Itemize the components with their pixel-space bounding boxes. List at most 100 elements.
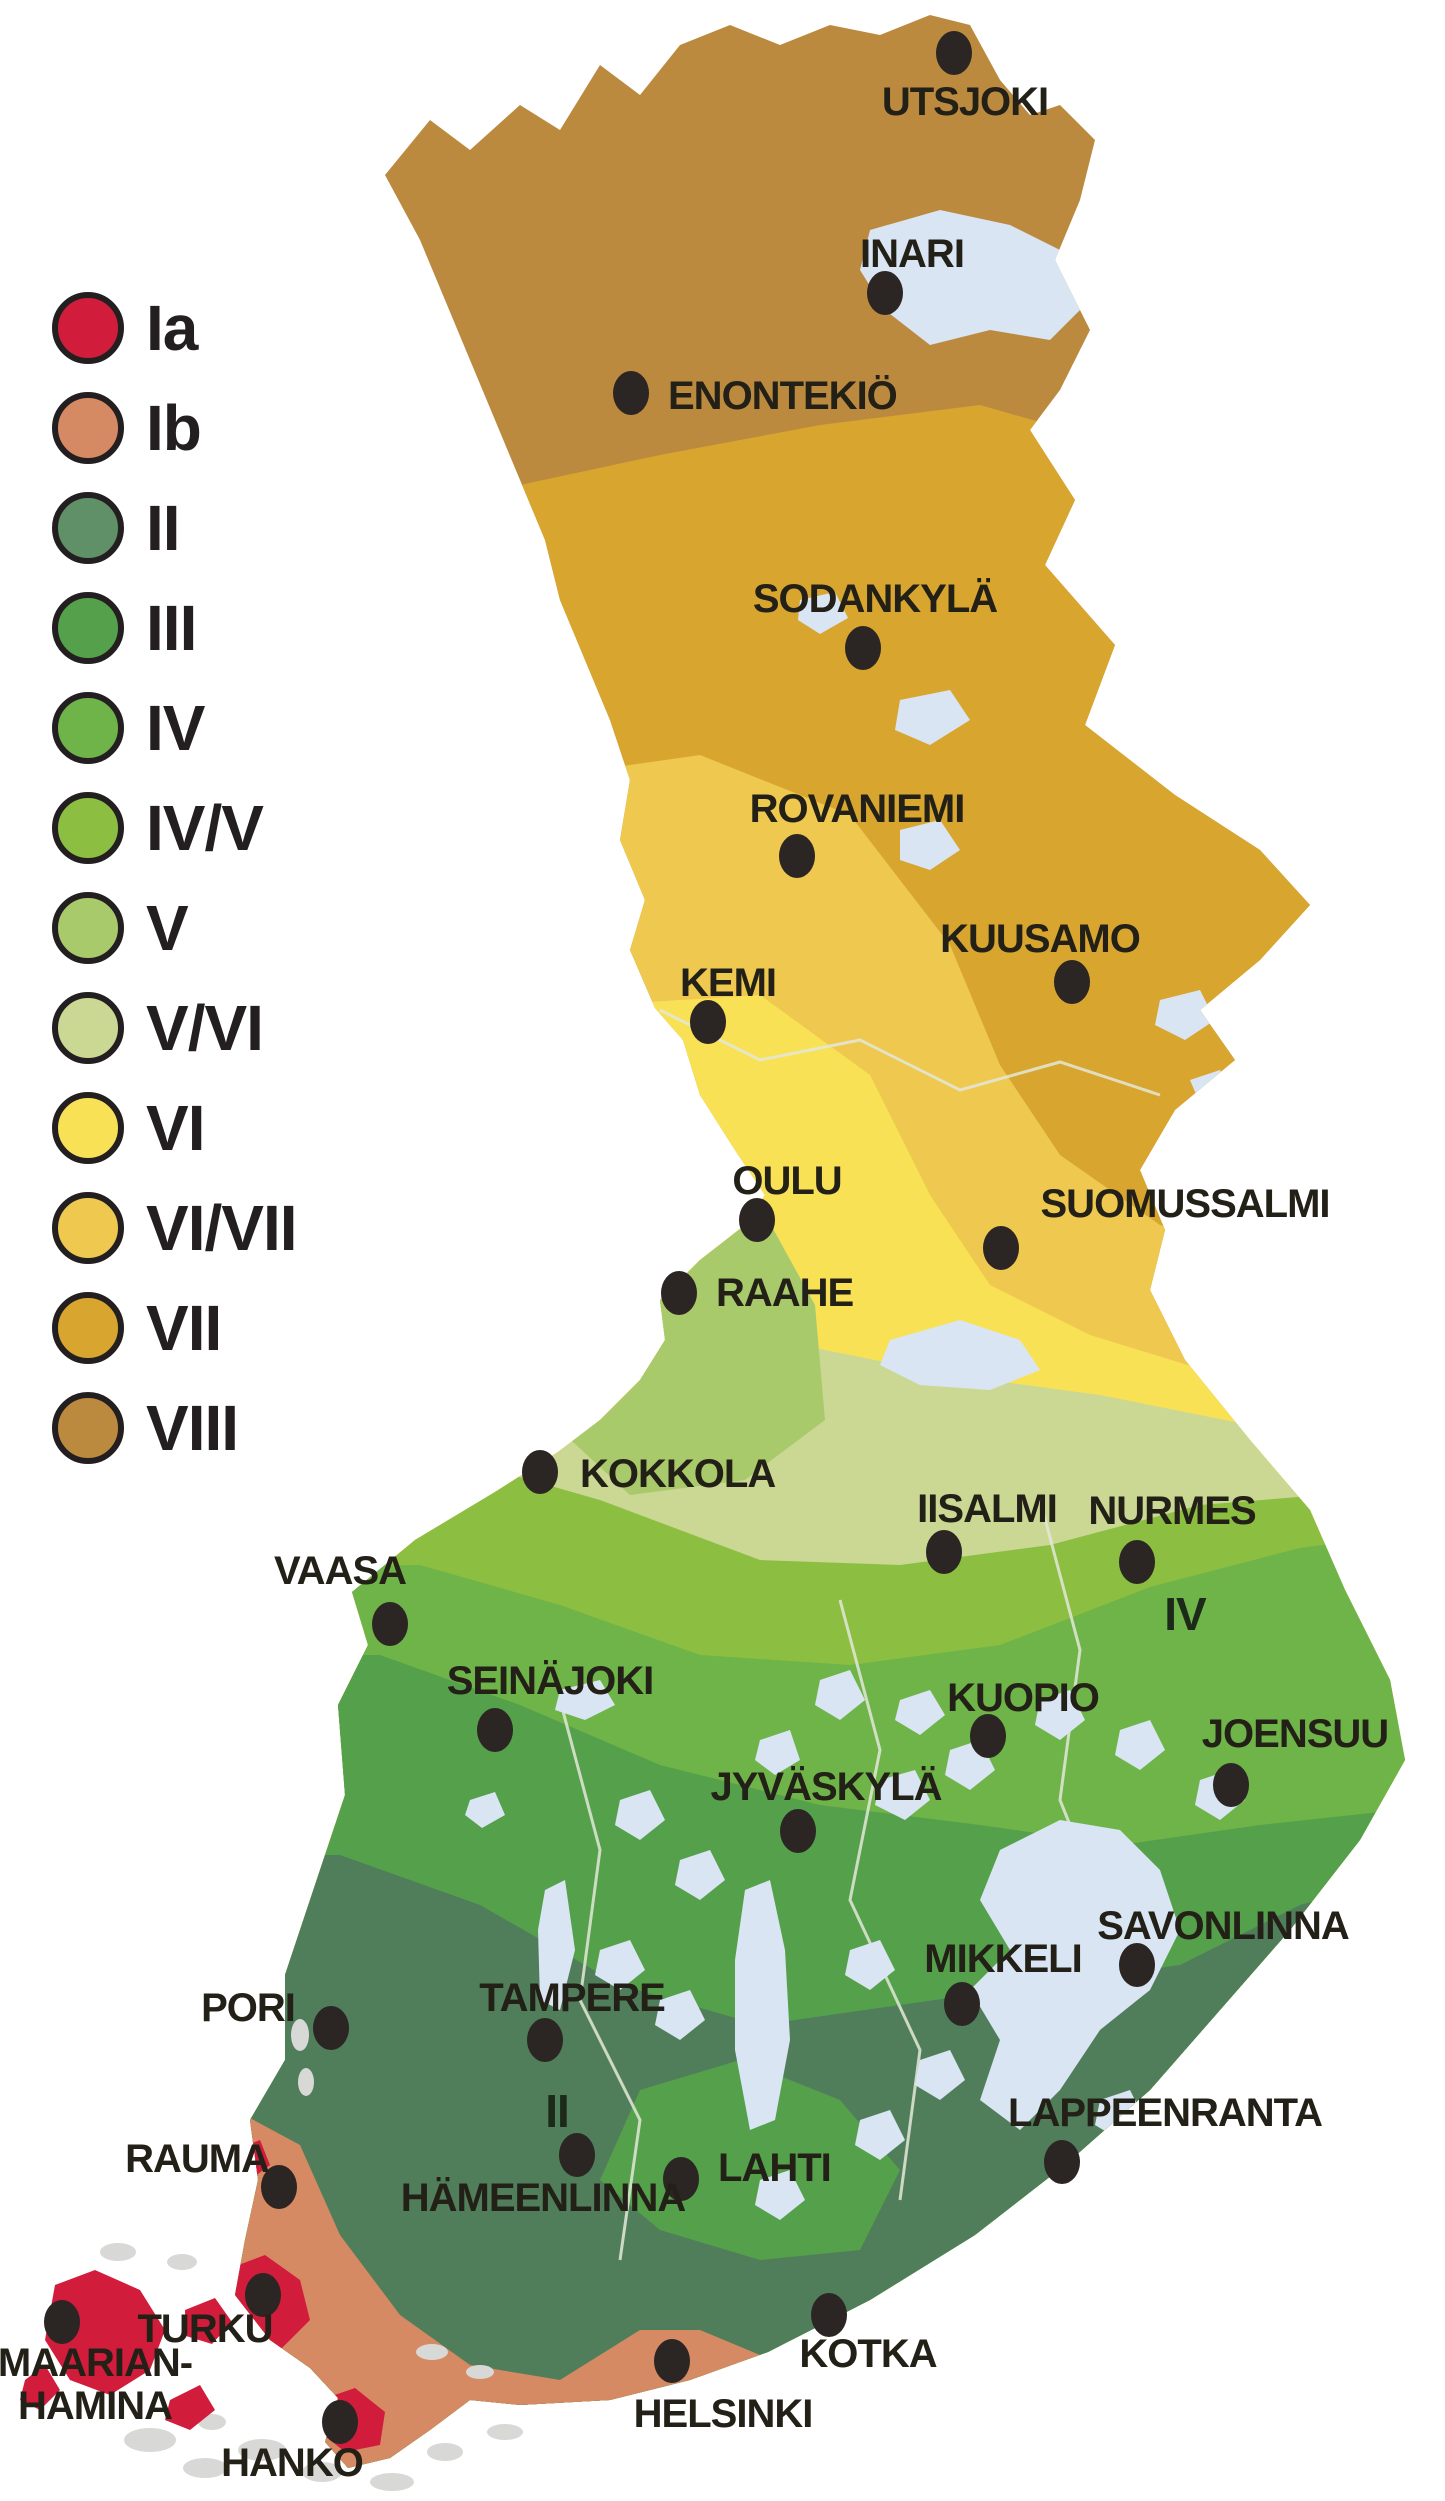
city-dot-SEINÄJOKI <box>477 1708 513 1752</box>
municipal-border-line <box>659 1008 1161 1097</box>
legend-swatch-icon <box>52 1292 124 1364</box>
legend-swatch-icon <box>52 492 124 564</box>
city-dot-KUOPIO <box>970 1714 1006 1758</box>
city-label-KUUSAMO: KUUSAMO <box>940 917 1140 961</box>
region-labels: IV II <box>545 1588 1208 2137</box>
legend-label: VI <box>146 1092 205 1164</box>
city-dot-MAARIAN-HAMINA <box>44 2300 80 2344</box>
region-label-II: II <box>545 2085 569 2137</box>
city-dot-HANKO <box>322 2400 358 2444</box>
city-label-INARI: INARI <box>860 232 964 276</box>
city-dot-JOENSUU <box>1213 1763 1249 1807</box>
municipal-border-line <box>558 1699 642 2261</box>
city-label-JOENSUU: JOENSUU <box>1202 1712 1388 1756</box>
legend-label: VII <box>146 1292 222 1364</box>
city-dot-HÄMEENLINNA <box>559 2133 595 2177</box>
city-label-VAASA: VAASA <box>274 1549 406 1593</box>
city-dot-KOTKA <box>811 2293 847 2337</box>
legend-swatch-icon <box>52 1392 124 1464</box>
zone-III-south-patch <box>600 2060 900 2260</box>
city-label-KEMI: KEMI <box>680 961 776 1005</box>
city-dot-NURMES <box>1119 1540 1155 1584</box>
city-label-RAUMA: RAUMA <box>125 2137 269 2181</box>
city-dot-MIKKELI <box>944 1982 980 2026</box>
city-dot-KOKKOLA <box>522 1450 558 1494</box>
city-dot-ROVANIEMI <box>779 834 815 878</box>
zone-Ia-patch <box>250 2355 310 2410</box>
city-label-JYVÄSKYLÄ: JYVÄSKYLÄ <box>710 1765 941 1809</box>
city-label-LAPPEENRANTA: LAPPEENRANTA <box>1008 2091 1322 2135</box>
archipelago <box>20 2019 523 2491</box>
legend-swatch-icon <box>52 892 124 964</box>
city-label-KOKKOLA: KOKKOLA <box>580 1452 775 1496</box>
municipal-border-line <box>838 1599 922 2201</box>
city-dot-IISALMI <box>926 1530 962 1574</box>
city-label-SAVONLINNA: SAVONLINNA <box>1097 1904 1349 1948</box>
city-label-TURKU: TURKU <box>138 2307 273 2351</box>
legend-label: IV/V <box>146 792 264 864</box>
city-dot-TAMPERE <box>527 2018 563 2062</box>
city-dot-KUUSAMO <box>1054 960 1090 1004</box>
legend-item-V/VI: V/VI <box>52 978 297 1078</box>
legend-swatch-icon <box>52 992 124 1064</box>
legend-label: II <box>146 492 181 564</box>
city-label-SEINÄJOKI: SEINÄJOKI <box>447 1659 654 1703</box>
city-label-LAHTI: LAHTI <box>718 2146 831 2190</box>
city-label-ENONTEKIÖ: ENONTEKIÖ <box>668 373 897 418</box>
legend-label: VI/VII <box>146 1192 297 1264</box>
legend-item-IV/V: IV/V <box>52 778 297 878</box>
city-dot-LAPPEENRANTA <box>1044 2140 1080 2184</box>
lakes <box>465 210 1245 2220</box>
city-dot-KEMI <box>690 1000 726 1044</box>
legend-item-IV: IV <box>52 678 297 778</box>
legend-item-Ib: Ib <box>52 378 297 478</box>
city-dot-UTSJOKI <box>936 31 972 75</box>
legend-item-VI/VII: VI/VII <box>52 1178 297 1278</box>
legend-item-VII: VII <box>52 1278 297 1378</box>
legend-item-VI: VI <box>52 1078 297 1178</box>
legend-item-V: V <box>52 878 297 978</box>
city-label-OULU: OULU <box>732 1159 841 1203</box>
city-label-UTSJOKI: UTSJOKI <box>882 80 1048 124</box>
city-label-TAMPERE: TAMPERE <box>479 1976 665 2020</box>
city-label-HELSINKI: HELSINKI <box>634 2392 813 2436</box>
legend-swatch-icon <box>52 592 124 664</box>
city-dot-JYVÄSKYLÄ <box>780 1809 816 1853</box>
city-label-KOTKA: KOTKA <box>799 2332 936 2376</box>
legend-label: IV <box>146 692 205 764</box>
city-dot-VAASA <box>372 1602 408 1646</box>
city-label-PORI: PORI <box>201 1986 295 2030</box>
legend-label: III <box>146 592 197 664</box>
city-dot-RAAHE <box>661 1271 697 1315</box>
legend-swatch-icon <box>52 692 124 764</box>
city-label-SODANKYLÄ: SODANKYLÄ <box>753 577 997 621</box>
legend-item-II: II <box>52 478 297 578</box>
legend-swatch-icon <box>52 792 124 864</box>
city-label-MIKKELI: MIKKELI <box>924 1937 1081 1981</box>
city-label-MAARIAN-HAMINA: MAARIAN- <box>0 2341 192 2385</box>
city-dot-INARI <box>867 271 903 315</box>
legend-label: VIII <box>146 1392 239 1464</box>
legend-item-VIII: VIII <box>52 1378 297 1478</box>
legend-label: Ib <box>146 392 202 464</box>
city-label-HÄMEENLINNA: HÄMEENLINNA <box>401 2176 686 2220</box>
city-label-NURMES: NURMES <box>1088 1489 1256 1533</box>
legend-item-Ia: Ia <box>52 278 297 378</box>
legend-label: Ia <box>146 292 198 364</box>
city-label-KUOPIO: KUOPIO <box>947 1676 1099 1720</box>
legend-item-III: III <box>52 578 297 678</box>
legend-swatch-icon <box>52 1192 124 1264</box>
city-label-HANKO: HANKO <box>221 2441 363 2485</box>
city-dot-SAVONLINNA <box>1119 1943 1155 1987</box>
city-label-RAAHE: RAAHE <box>716 1271 854 1315</box>
city-dot-RAUMA <box>261 2165 297 2209</box>
city-markers: UTSJOKI INARI ENONTEKIÖ SODANKYLÄ ROVANIEMI K… <box>0 31 1389 2485</box>
city-dot-TURKU <box>245 2273 281 2317</box>
city-dot-ENONTEKIÖ <box>613 371 649 415</box>
legend-swatch-icon <box>52 392 124 464</box>
city-dot-LAHTI <box>663 2157 699 2201</box>
legend-swatch-icon <box>52 292 124 364</box>
city-label-ROVANIEMI: ROVANIEMI <box>750 787 965 831</box>
